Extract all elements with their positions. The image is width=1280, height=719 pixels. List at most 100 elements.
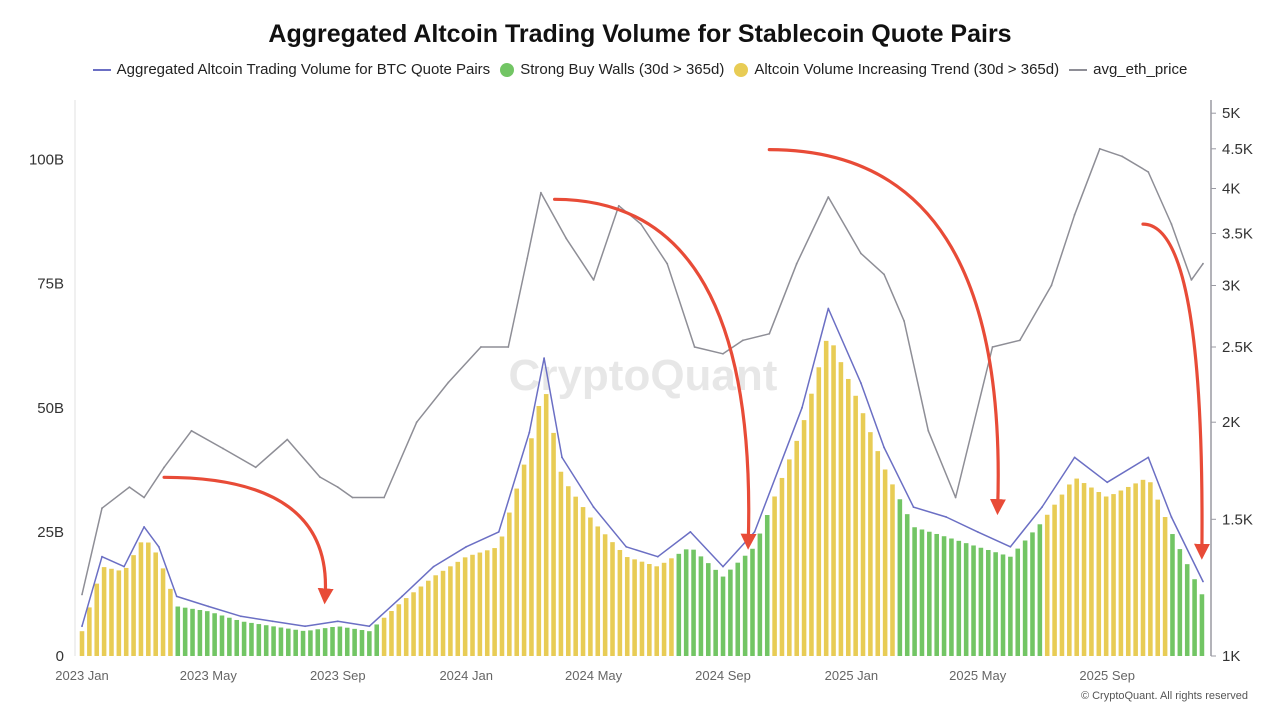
- eth-price-line-point-4: [163, 466, 166, 469]
- btc-volume-line-point-5: [175, 595, 178, 598]
- volume-bar-59: [514, 488, 519, 656]
- volume-bar-147: [1162, 517, 1168, 656]
- btc-volume-line-point-19: [592, 506, 595, 508]
- eth-price-line-point-17: [526, 257, 529, 260]
- volume-bar-69: [588, 517, 593, 656]
- btc-volume-line-point-3: [143, 526, 146, 528]
- btc-volume-line-point-8: [271, 620, 274, 623]
- volume-bar-46: [418, 586, 424, 656]
- volume-bar-107: [868, 432, 873, 656]
- volume-bar-12: [168, 588, 173, 656]
- btc-volume-line-point-35: [1106, 481, 1109, 484]
- legend-item-volume-trend[interactable]: Altcoin Volume Increasing Trend (30d > 3…: [734, 61, 1059, 78]
- eth-price-line-point-28: [795, 262, 798, 265]
- volume-bar-98: [801, 420, 807, 656]
- volume-bar-68: [580, 507, 586, 656]
- volume-bar-28: [286, 628, 291, 656]
- btc-volume-line-point-15: [497, 531, 500, 533]
- eth-price-line-point-33: [927, 429, 930, 432]
- volume-bar-146: [1155, 499, 1161, 657]
- eth-price-line-point-40: [1121, 155, 1123, 158]
- volume-bar-94: [772, 496, 777, 656]
- volume-bar-134: [1067, 484, 1072, 656]
- x-tick-label-6: 2025 Jan: [825, 668, 879, 683]
- chart-title: Aggregated Altcoin Trading Volume for St…: [268, 20, 1012, 48]
- eth-price-line-point-22: [640, 223, 642, 225]
- eth-price-line-point-35: [991, 346, 994, 348]
- legend-item-btc-volume[interactable]: Aggregated Altcoin Trading Volume for BT…: [92, 61, 491, 78]
- right-tick-label-3: 2.5K: [1222, 339, 1253, 356]
- volume-bar-31: [308, 630, 313, 656]
- volume-bar-34: [330, 627, 335, 656]
- volume-bar-125: [1000, 554, 1006, 656]
- eth-price-line-point-24: [693, 346, 696, 348]
- btc-volume-line-point-23: [722, 565, 724, 568]
- eth-price-line-point-30: [860, 252, 862, 255]
- volume-bar-5: [116, 570, 122, 656]
- eth-price-line-point-8: [286, 438, 289, 441]
- volume-bar-114: [919, 529, 925, 656]
- legend-label-btc-volume: Aggregated Altcoin Trading Volume for BT…: [116, 61, 491, 78]
- volume-bar-80: [669, 558, 674, 656]
- volume-bar-93: [764, 515, 770, 656]
- volume-bar-115: [927, 531, 932, 656]
- volume-bar-2: [94, 583, 100, 656]
- volume-bar-66: [566, 486, 571, 656]
- volume-bar-74: [624, 557, 630, 656]
- right-tick-label-4: 3K: [1222, 278, 1240, 295]
- eth-price-line-point-6: [222, 447, 224, 450]
- volume-bar-119: [956, 540, 962, 656]
- legend-item-eth-price[interactable]: avg_eth_price: [1069, 61, 1187, 78]
- volume-bar-142: [1125, 486, 1131, 656]
- legend-item-buy-walls[interactable]: Strong Buy Walls (30d > 365d): [500, 61, 724, 78]
- legend-label-eth-price: avg_eth_price: [1093, 61, 1188, 78]
- volume-bar-131: [1044, 514, 1050, 656]
- volume-bar-132: [1052, 504, 1057, 656]
- eth-price-line-point-39: [1098, 147, 1101, 150]
- volume-bar-25: [263, 625, 269, 656]
- volume-bar-60: [521, 464, 527, 656]
- volume-bar-137: [1089, 487, 1094, 656]
- trend-arrow-3: [1141, 222, 1210, 560]
- volume-bar-91: [750, 548, 755, 656]
- volume-bar-136: [1081, 483, 1087, 656]
- right-tick-label-2: 2K: [1222, 414, 1240, 431]
- btc-volume-line-point-27: [860, 382, 862, 384]
- right-tick-label-6: 4K: [1222, 181, 1240, 198]
- eth-price-line-point-23: [666, 262, 669, 265]
- eth-price-line-point-12: [383, 496, 385, 499]
- volume-bar-123: [985, 549, 991, 656]
- btc-volume-line-point-21: [656, 555, 659, 558]
- trend-arrow-1: [553, 197, 757, 550]
- volume-bar-37: [352, 628, 357, 656]
- volume-bar-44: [403, 598, 409, 656]
- volume-bar-35: [337, 626, 343, 656]
- volume-bar-139: [1103, 496, 1109, 656]
- volume-bar-130: [1037, 524, 1043, 656]
- volume-bar-102: [831, 345, 836, 656]
- eth-price-line-point-42: [1170, 223, 1173, 225]
- eth-price-line-point-11: [351, 496, 354, 499]
- volume-bar-38: [359, 630, 365, 656]
- btc-volume-line-point-12: [401, 595, 403, 598]
- volume-bar-141: [1118, 490, 1124, 656]
- volume-bar-84: [698, 556, 704, 656]
- bars-group: [79, 340, 1205, 657]
- volume-bar-20: [227, 617, 232, 656]
- eth-price-line-point-1: [101, 507, 103, 510]
- volume-bar-0: [79, 631, 85, 656]
- left-tick-label-0: 0: [56, 648, 64, 665]
- btc-volume-line-point-22: [689, 531, 692, 533]
- volume-bar-95: [779, 477, 785, 656]
- volume-bar-99: [809, 393, 814, 656]
- btc-volume-line-point-25: [801, 406, 803, 409]
- volume-bar-52: [462, 557, 468, 656]
- volume-bar-65: [558, 471, 564, 656]
- volume-bar-151: [1192, 579, 1197, 656]
- volume-bar-76: [639, 561, 645, 656]
- x-tick-label-1: 2023 May: [180, 668, 238, 683]
- volume-bar-150: [1184, 564, 1190, 656]
- volume-bar-9: [146, 542, 151, 656]
- x-axis-ticks: 2023 Jan 2023 May 2023 Sep 2024 Jan 2024 May…: [55, 668, 1135, 683]
